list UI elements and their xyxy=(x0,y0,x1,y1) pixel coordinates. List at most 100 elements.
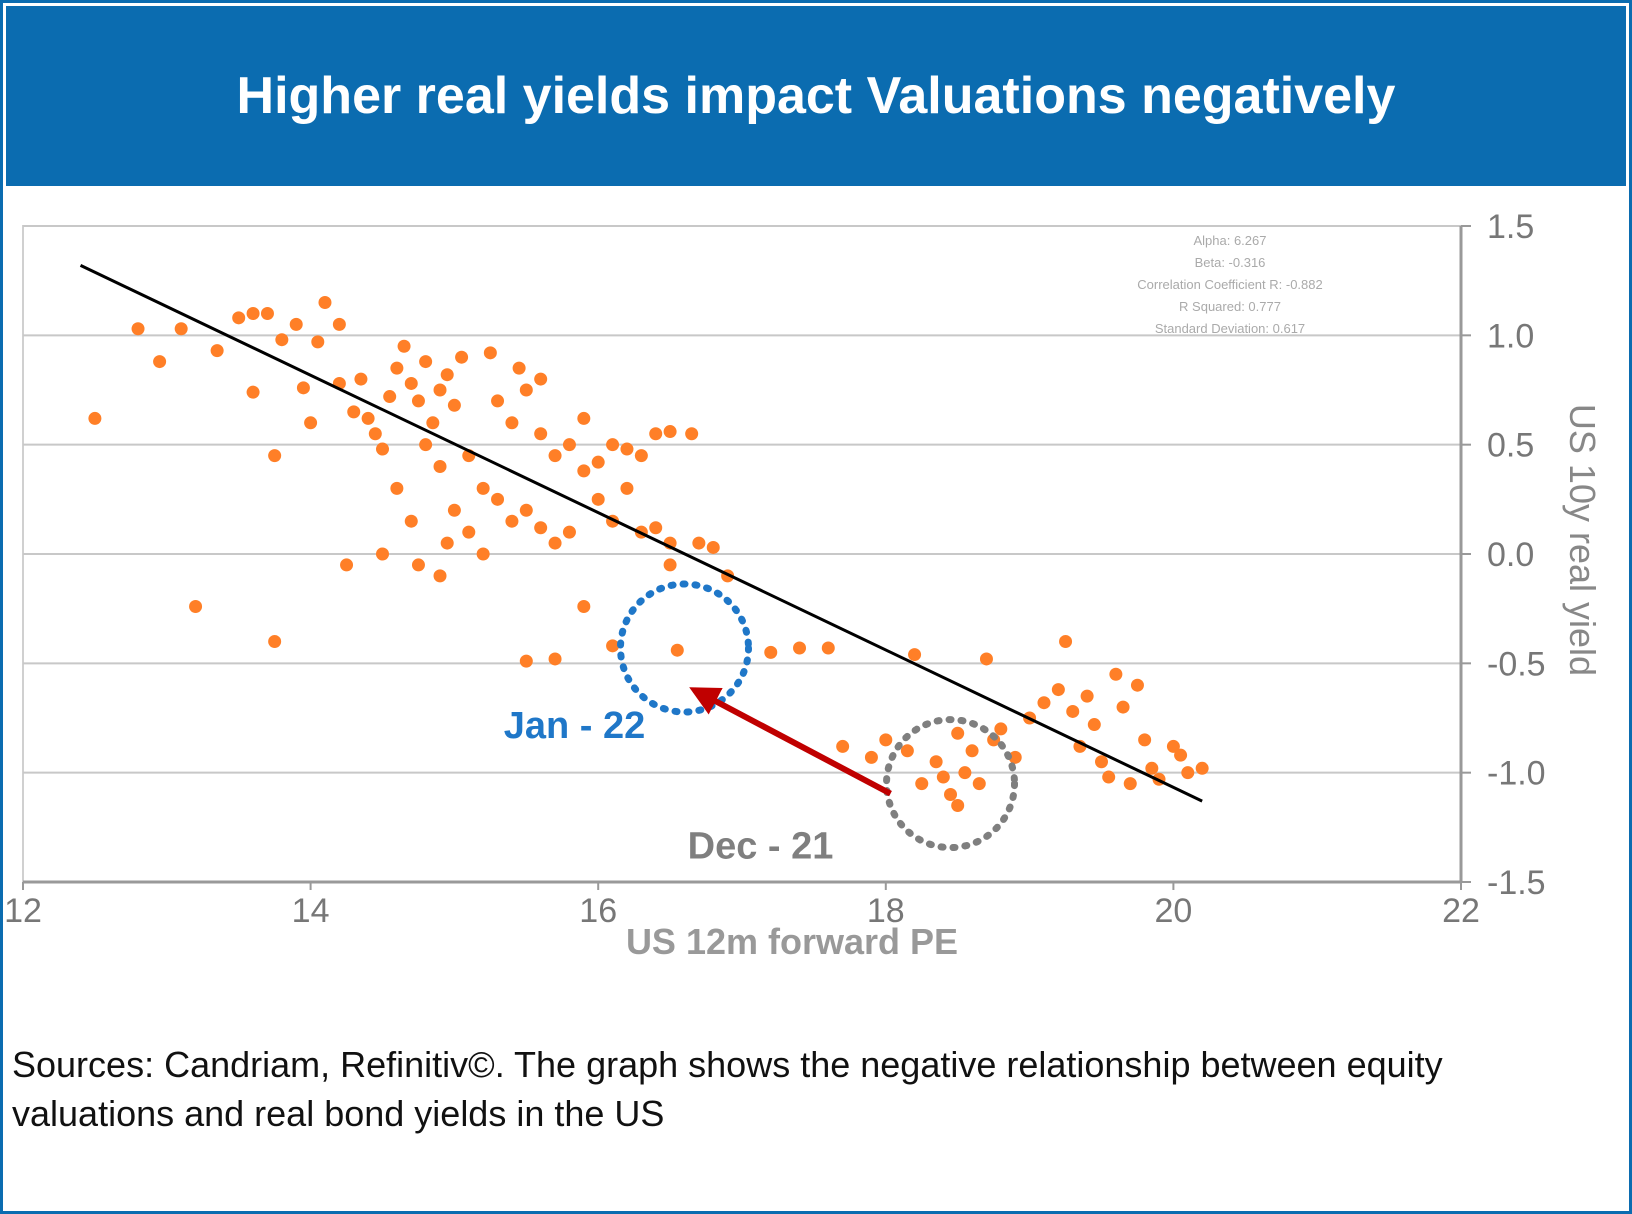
point xyxy=(908,648,922,662)
x-axis-label: US 12m forward PE xyxy=(626,921,958,962)
point xyxy=(433,460,447,474)
stat-text: Standard Deviation: 0.617 xyxy=(1155,321,1305,336)
point xyxy=(994,722,1008,736)
point xyxy=(426,416,440,430)
point xyxy=(821,641,835,655)
point xyxy=(332,317,346,331)
point xyxy=(390,361,404,375)
point xyxy=(1087,718,1101,732)
point xyxy=(577,464,591,478)
point xyxy=(958,766,972,780)
point xyxy=(433,383,447,397)
point xyxy=(519,654,533,668)
source-note: Sources: Candriam, Refinitiv©. The graph… xyxy=(12,1044,1443,1134)
point xyxy=(476,547,490,561)
point xyxy=(864,750,878,764)
point xyxy=(965,744,979,758)
point xyxy=(440,368,454,382)
title: Higher real yields impact Valuations neg… xyxy=(236,67,1396,125)
point xyxy=(577,599,591,613)
x-tick-label: 20 xyxy=(1154,892,1192,930)
point xyxy=(534,372,548,386)
point xyxy=(1066,704,1080,718)
point xyxy=(879,733,893,747)
point xyxy=(491,394,505,408)
point xyxy=(131,322,145,336)
point xyxy=(232,311,246,325)
point xyxy=(606,639,620,653)
point xyxy=(174,322,188,336)
point xyxy=(404,514,418,528)
point xyxy=(1102,770,1116,784)
point xyxy=(347,405,361,419)
point xyxy=(1181,766,1195,780)
point xyxy=(318,296,332,310)
stat-text: Beta: -0.316 xyxy=(1195,255,1266,270)
point xyxy=(1109,667,1123,681)
point xyxy=(390,481,404,495)
point xyxy=(764,645,778,659)
point xyxy=(1051,683,1065,697)
point xyxy=(915,777,929,791)
highlight-label: Dec - 21 xyxy=(688,826,834,868)
point xyxy=(972,777,986,791)
point xyxy=(440,536,454,550)
point xyxy=(951,726,965,740)
chart: 1.5 1.0 0.5 0.0 -0.5 -1.0 -1.5 12 14 16 18 20 22 US 1… xyxy=(4,208,1603,962)
stat-text: R Squared: 0.777 xyxy=(1179,299,1281,314)
point xyxy=(951,798,965,812)
point xyxy=(246,385,260,399)
point xyxy=(979,652,993,666)
point xyxy=(1123,777,1137,791)
point xyxy=(376,547,389,561)
point xyxy=(1174,748,1188,762)
point xyxy=(1116,700,1130,714)
point xyxy=(606,438,620,452)
highlight-label: Jan - 22 xyxy=(504,705,646,747)
x-tick-label: 14 xyxy=(292,892,330,930)
point xyxy=(562,438,576,452)
point xyxy=(1145,761,1159,775)
point xyxy=(1138,733,1152,747)
point xyxy=(548,449,562,463)
y-tick-label: 0.0 xyxy=(1487,536,1534,574)
point xyxy=(692,536,706,550)
y-axis-label: US 10y real yield xyxy=(1562,404,1603,676)
point xyxy=(260,306,274,320)
point xyxy=(505,514,519,528)
point xyxy=(944,788,958,802)
point xyxy=(455,350,469,364)
trend-line xyxy=(79,264,1203,803)
y-tick-label: 1.0 xyxy=(1487,317,1534,355)
point xyxy=(340,558,354,572)
arrow xyxy=(689,687,892,797)
point xyxy=(419,355,433,369)
point xyxy=(634,449,648,463)
point xyxy=(275,333,289,347)
point xyxy=(268,449,282,463)
point xyxy=(620,481,634,495)
point xyxy=(404,376,418,390)
y-tick-label: 1.5 xyxy=(1487,208,1534,246)
point xyxy=(1080,689,1094,703)
point xyxy=(304,416,318,430)
point xyxy=(519,383,533,397)
point xyxy=(577,411,591,425)
point xyxy=(1037,696,1051,710)
point xyxy=(685,427,699,441)
point xyxy=(368,427,382,441)
point xyxy=(548,536,562,550)
point xyxy=(649,427,663,441)
point xyxy=(153,355,167,369)
point xyxy=(462,525,476,539)
y-tick-label: -1.0 xyxy=(1487,755,1546,793)
point xyxy=(562,525,576,539)
point xyxy=(706,540,720,554)
point xyxy=(289,317,303,331)
point xyxy=(512,361,526,375)
point xyxy=(1095,755,1108,769)
point xyxy=(663,425,677,439)
point xyxy=(649,521,663,535)
point xyxy=(246,306,260,320)
point xyxy=(296,381,310,395)
